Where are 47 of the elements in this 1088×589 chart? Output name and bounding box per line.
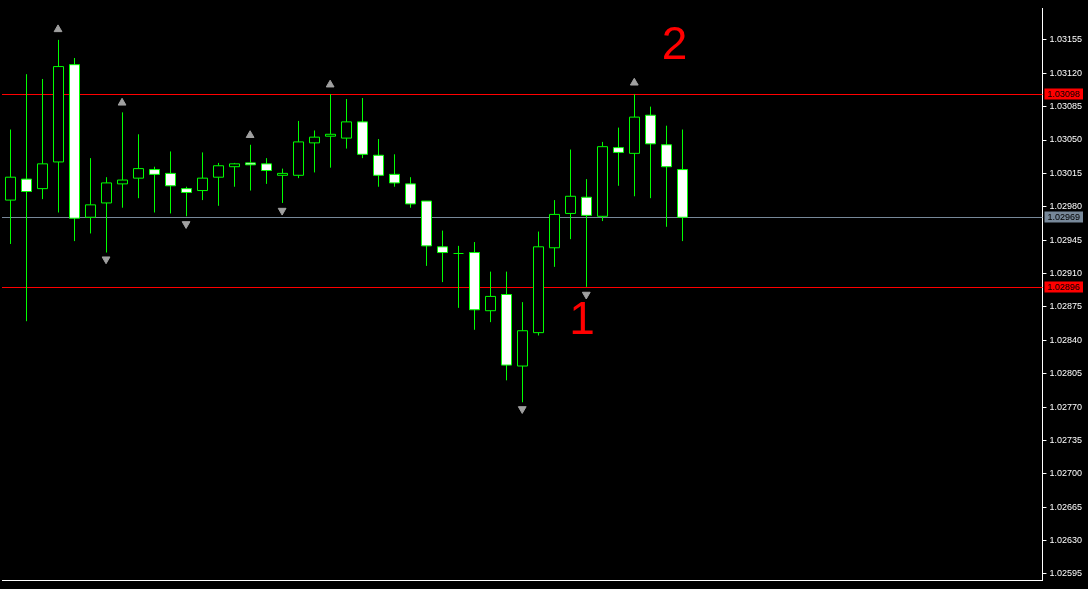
point — [277, 207, 287, 216]
y-tick-label: 1.02875 — [1049, 301, 1083, 312]
candlestick — [149, 166, 160, 213]
y-tick-label: 1.02770 — [1049, 401, 1083, 412]
candlestick — [341, 98, 352, 150]
candlestick — [293, 120, 304, 179]
y-tick-label: 1.02665 — [1049, 501, 1083, 512]
ref-line-label: 1.02896 — [1047, 281, 1081, 292]
ref-line-label: 1.03098 — [1047, 88, 1081, 99]
y-tick-label: 1.02630 — [1049, 535, 1083, 546]
ref-line-label: 1.02969 — [1047, 211, 1081, 222]
y-tick-label: 1.02805 — [1049, 368, 1083, 379]
y-tick-label: 1.02700 — [1049, 468, 1083, 479]
candlestick — [501, 271, 512, 381]
annotation: 2 — [661, 16, 688, 69]
candlestick — [213, 162, 224, 207]
point — [581, 291, 591, 300]
point — [245, 130, 255, 138]
point — [629, 77, 639, 86]
y-tick-label: 1.02910 — [1049, 268, 1083, 278]
candlestick — [357, 97, 368, 159]
annotation: 1 — [569, 291, 595, 344]
candlestick — [69, 57, 80, 242]
y-tick-label: 1.02840 — [1049, 334, 1083, 345]
candlestick — [85, 157, 96, 234]
candlestick — [261, 157, 272, 185]
point — [53, 24, 63, 33]
point — [101, 256, 111, 265]
candlestick — [613, 127, 624, 187]
point — [325, 79, 335, 88]
candlestick — [517, 301, 528, 403]
candlestick — [453, 245, 464, 309]
point — [117, 97, 127, 106]
y-tick-label: 1.03120 — [1049, 67, 1083, 78]
y-tick-label: 1.02595 — [1049, 568, 1083, 579]
candlestick — [133, 133, 144, 199]
y-tick-label: 1.02980 — [1049, 201, 1083, 212]
y-tick-label: 1.03015 — [1049, 167, 1083, 178]
y-tick-label: 1.03050 — [1049, 134, 1083, 145]
y-tick-label: 1.03085 — [1049, 101, 1083, 112]
candlestick — [181, 186, 192, 217]
y-tick-label: 1.02945 — [1049, 234, 1083, 245]
candlestick — [677, 129, 688, 242]
point — [517, 406, 527, 414]
point — [181, 221, 191, 229]
y-tick-label: 1.03155 — [1049, 34, 1083, 45]
y-tick-label: 1.02735 — [1049, 434, 1083, 445]
